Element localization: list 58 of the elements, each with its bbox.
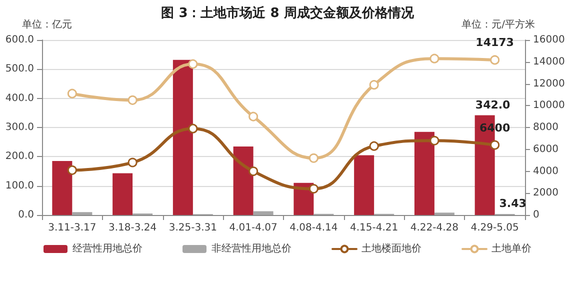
point bbox=[248, 166, 258, 176]
bar bbox=[172, 60, 193, 215]
y-tick-label: 200.0 bbox=[5, 151, 34, 162]
y2-tick-label: 10000 bbox=[533, 100, 565, 112]
bar bbox=[52, 161, 72, 215]
point bbox=[248, 112, 258, 122]
y2-tick-label: 16000 bbox=[533, 34, 565, 46]
y2-tick-label: 8000 bbox=[533, 122, 558, 133]
x-tick-label: 3.11-3.17 bbox=[48, 222, 96, 234]
point bbox=[188, 124, 198, 134]
y-tick-label: 300.0 bbox=[5, 122, 34, 133]
point bbox=[369, 141, 379, 151]
y-tick-label: 0.0 bbox=[18, 210, 34, 220]
point bbox=[430, 136, 440, 146]
bar bbox=[112, 173, 133, 215]
data-label: 14173 bbox=[476, 36, 514, 50]
x-tick-label: 4.22-4.28 bbox=[410, 222, 459, 234]
y-tick-label: 500.0 bbox=[5, 64, 34, 75]
point bbox=[128, 95, 138, 105]
x-tick-label: 3.25-3.31 bbox=[168, 222, 218, 234]
x-tick-label: 4.29-5.05 bbox=[470, 222, 519, 234]
y2-tick-label: 2000 bbox=[533, 188, 558, 199]
point bbox=[67, 165, 77, 175]
bar bbox=[414, 132, 434, 215]
bar bbox=[72, 212, 92, 215]
x-tick-label: 4.08-4.14 bbox=[290, 222, 338, 234]
bar bbox=[233, 146, 254, 215]
x-tick-label: 4.01-4.07 bbox=[229, 222, 278, 234]
point bbox=[490, 140, 500, 150]
y-tick-label: 100.0 bbox=[5, 180, 34, 192]
y2-tick-label: 4000 bbox=[533, 166, 558, 177]
x-tick-label: 3.18-3.24 bbox=[108, 222, 157, 234]
data-label: 3.43 bbox=[499, 197, 526, 210]
bar bbox=[253, 211, 274, 215]
x-tick-label: 4.15-4.21 bbox=[350, 222, 398, 234]
point bbox=[308, 184, 318, 194]
y-tick-label: 600.0 bbox=[5, 34, 34, 46]
point bbox=[308, 153, 318, 163]
y2-tick-label: 6000 bbox=[533, 144, 558, 155]
y-tick-label: 400.0 bbox=[5, 92, 34, 104]
point bbox=[369, 80, 379, 90]
y-axis-title: 单位：亿元 bbox=[22, 18, 72, 30]
point bbox=[430, 54, 440, 64]
y2-tick-label: 14000 bbox=[533, 56, 565, 68]
legend-label: 经营性用地总价 bbox=[72, 242, 142, 254]
chart-title: 图 3：土地市场近 8 周成交金额及价格情况 bbox=[161, 5, 415, 21]
y2-tick-label: 0 bbox=[533, 210, 540, 220]
point bbox=[188, 59, 198, 69]
legend-label: 土地单价 bbox=[492, 242, 532, 254]
point bbox=[128, 158, 138, 168]
point bbox=[490, 55, 500, 65]
bar bbox=[354, 155, 374, 215]
data-label: 342.0 bbox=[475, 98, 511, 112]
y2-axis-title: 单位：元/平方米 bbox=[462, 18, 535, 30]
point bbox=[67, 88, 77, 98]
y2-tick-label: 12000 bbox=[533, 78, 565, 90]
legend-label: 土地楼面地价 bbox=[362, 242, 422, 254]
legend-label: 非经营性用地总价 bbox=[212, 242, 292, 254]
